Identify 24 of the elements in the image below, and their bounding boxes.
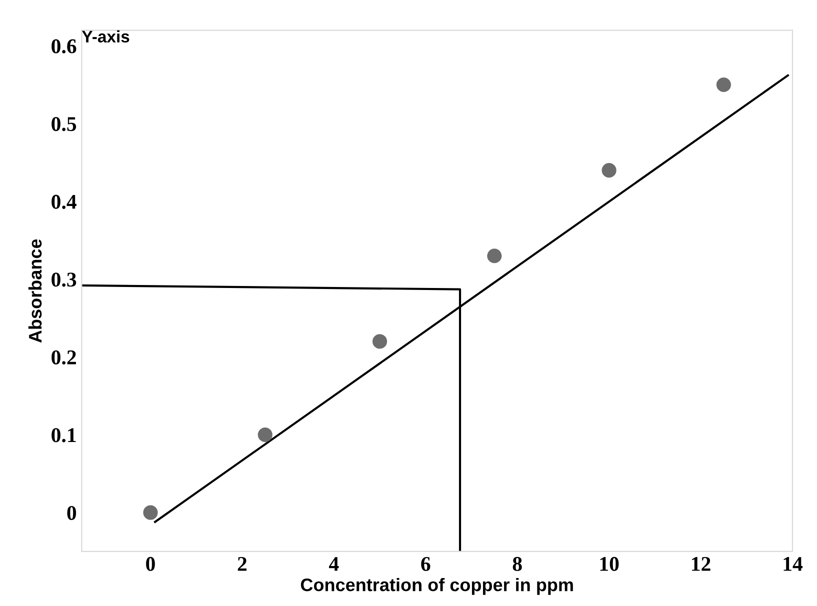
point [487,248,502,264]
x-axis-title: Concentration of copper in ppm [300,578,573,595]
y-tick-label: 0.4 [52,194,76,209]
x-tick-label: 12 [692,556,710,571]
x-tick-label: 2 [238,556,247,571]
x-tick-label: 14 [784,557,803,571]
x-tick-label: 0 [146,556,155,571]
point [372,334,388,349]
x-tick-label: 4 [328,557,339,571]
point [716,77,731,92]
y-tick-label: 0.6 [52,39,76,54]
y-tick-label: 0.1 [52,428,76,442]
x-tick-label: 8 [512,556,522,571]
y-tick-label: 0.5 [52,117,76,132]
x-tick-label: 6 [421,556,430,571]
point [602,163,616,178]
y-tick-label: 0.3 [52,272,76,287]
annotation: Y-axis [82,30,130,43]
y-tick-label: 0 [67,506,76,520]
y-tick-label: 0.2 [52,350,76,365]
x-tick-label: 10 [600,556,619,571]
point [258,428,272,442]
point [143,505,158,520]
y-axis-title: Absorbance [28,239,42,343]
